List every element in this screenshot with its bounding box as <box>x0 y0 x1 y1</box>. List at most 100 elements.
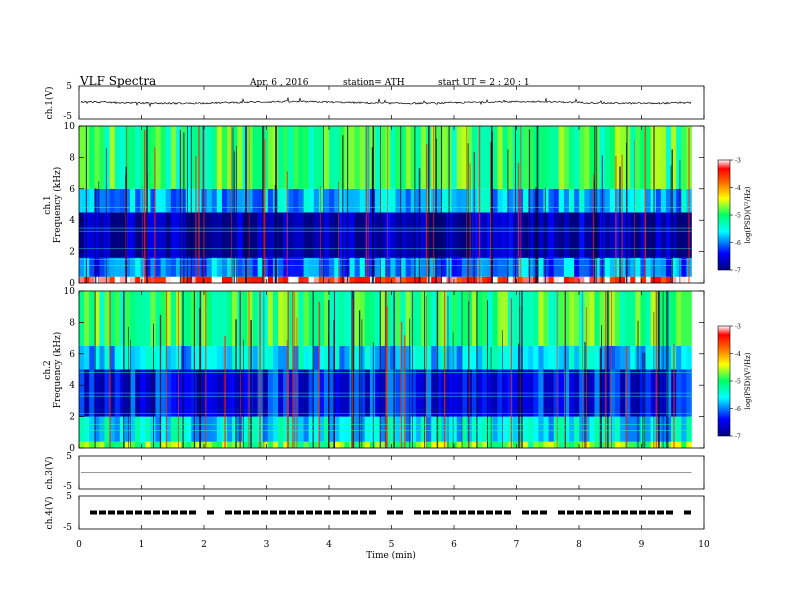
spectrogram-cell <box>640 126 646 189</box>
spectrogram-cell <box>420 416 427 442</box>
spectrogram-cell <box>196 345 202 370</box>
spectrogram-cell <box>303 441 309 448</box>
spectrogram-cell <box>400 212 406 258</box>
colorbar-tick-label: -5 <box>735 213 741 220</box>
ch4-pulse <box>117 510 124 515</box>
spectrogram-cell <box>451 212 457 258</box>
spectrogram-cell <box>686 291 692 346</box>
ch4-pulse <box>189 510 196 515</box>
spectrogram-cell <box>410 212 417 258</box>
spectrogram-cell <box>94 212 100 258</box>
spectrogram-cell <box>359 212 366 258</box>
spectrogram-cell <box>660 212 667 258</box>
spectrogram-cell <box>589 188 595 213</box>
spectrogram-cell <box>502 276 509 283</box>
spectrogram-cell <box>247 126 253 189</box>
spectrogram-cell <box>497 126 503 189</box>
spectrogram-cell <box>130 188 136 213</box>
spectrogram-cell <box>395 276 401 283</box>
spectrogram-cell <box>660 257 667 277</box>
spectrogram-cell <box>395 416 401 442</box>
spectrogram-cell <box>221 188 228 213</box>
spectrogram-cell <box>227 416 233 442</box>
spectrogram-cell <box>227 291 233 346</box>
spectrogram-cell <box>563 257 570 277</box>
spectrogram-cell <box>543 188 549 213</box>
spectrogram-cell <box>242 126 248 189</box>
spectrogram-cell <box>395 441 401 448</box>
spectrogram-cell <box>635 188 641 213</box>
spectrogram-cell <box>492 257 498 277</box>
spectrogram-cell <box>456 291 463 346</box>
spectrogram-cell <box>267 416 274 442</box>
spectrogram-cell <box>385 345 391 370</box>
spectrogram-cell <box>502 212 509 258</box>
spec-ytick-label: 8 <box>69 318 75 328</box>
spectrogram-cell <box>339 188 345 213</box>
spectrogram-cell <box>135 276 141 283</box>
spectrogram-cell <box>334 212 340 258</box>
spectrogram-cell <box>538 291 544 346</box>
spectrogram-cell <box>349 212 355 258</box>
spectrogram-cell <box>278 345 284 370</box>
spectrogram-cell <box>329 257 335 277</box>
spectrogram-cell <box>283 291 289 346</box>
spectrogram-cell <box>308 441 315 448</box>
spectrogram-cell <box>426 345 432 370</box>
spectrogram-cell <box>211 212 218 258</box>
spectrogram-cell <box>288 126 294 189</box>
spectrogram-cell <box>538 188 544 213</box>
spectrogram-cell <box>114 416 121 442</box>
spectrogram-cell <box>140 126 146 189</box>
spectrogram-cell <box>579 291 585 346</box>
x-tick-label: 8 <box>576 540 582 550</box>
spectrogram-cell <box>512 416 519 442</box>
spectrogram-cell <box>415 441 422 448</box>
spectrogram-cell <box>303 212 309 258</box>
ch4-pulse <box>315 510 322 515</box>
spectrogram-cell <box>252 257 258 277</box>
spectrogram-cell <box>553 126 560 189</box>
spectrogram-cell <box>150 291 156 346</box>
ch1-spec-ylabel-frequency: Frequency (kHz) <box>52 167 63 244</box>
spectrogram-cell <box>262 345 269 370</box>
spectrogram-cell <box>553 257 560 277</box>
spectrogram-cell <box>119 126 126 189</box>
spectrogram-cell <box>487 212 493 258</box>
spectrogram-cell <box>456 188 463 213</box>
spectrogram-cell <box>130 291 136 346</box>
spectrogram-cell <box>140 345 146 370</box>
spectrogram-cell <box>84 291 90 346</box>
spectrogram-cell <box>79 441 85 448</box>
spectrogram-cell <box>130 416 136 442</box>
spectrogram-cell <box>227 257 233 277</box>
colorbar-tick-label: -5 <box>735 379 741 386</box>
spectrogram-cell <box>232 345 238 370</box>
spectrogram-cell <box>140 291 146 346</box>
spectrogram-cell <box>650 188 657 213</box>
spectrogram-cell <box>140 212 146 258</box>
ch4-pulse <box>126 510 133 515</box>
spectrogram-cell <box>420 291 427 346</box>
spectrogram-cell <box>497 257 503 277</box>
spectrogram-cell <box>492 126 498 189</box>
spectrogram-cell <box>446 416 452 442</box>
spectrogram-cell <box>160 416 167 442</box>
spectrogram-cell <box>569 416 575 442</box>
x-tick-label: 9 <box>639 540 645 550</box>
spectrogram-cell <box>349 188 355 213</box>
spectrogram-cell <box>329 276 335 283</box>
spectrogram-cell <box>630 126 636 189</box>
spectrogram-cell <box>267 188 274 213</box>
spectrogram-cell <box>395 257 401 277</box>
spectrogram-cell <box>451 257 457 277</box>
spectrogram-cell <box>640 257 646 277</box>
spectrogram-cell <box>170 291 177 346</box>
spectrogram-cell <box>109 188 116 213</box>
spectrogram-cell <box>318 291 325 346</box>
spectrogram-cell <box>390 291 396 346</box>
spectrogram-cell <box>313 441 320 448</box>
spectrogram-cell <box>604 188 611 213</box>
spectrogram-cell <box>569 188 575 213</box>
x-tick-label: 0 <box>76 540 82 550</box>
